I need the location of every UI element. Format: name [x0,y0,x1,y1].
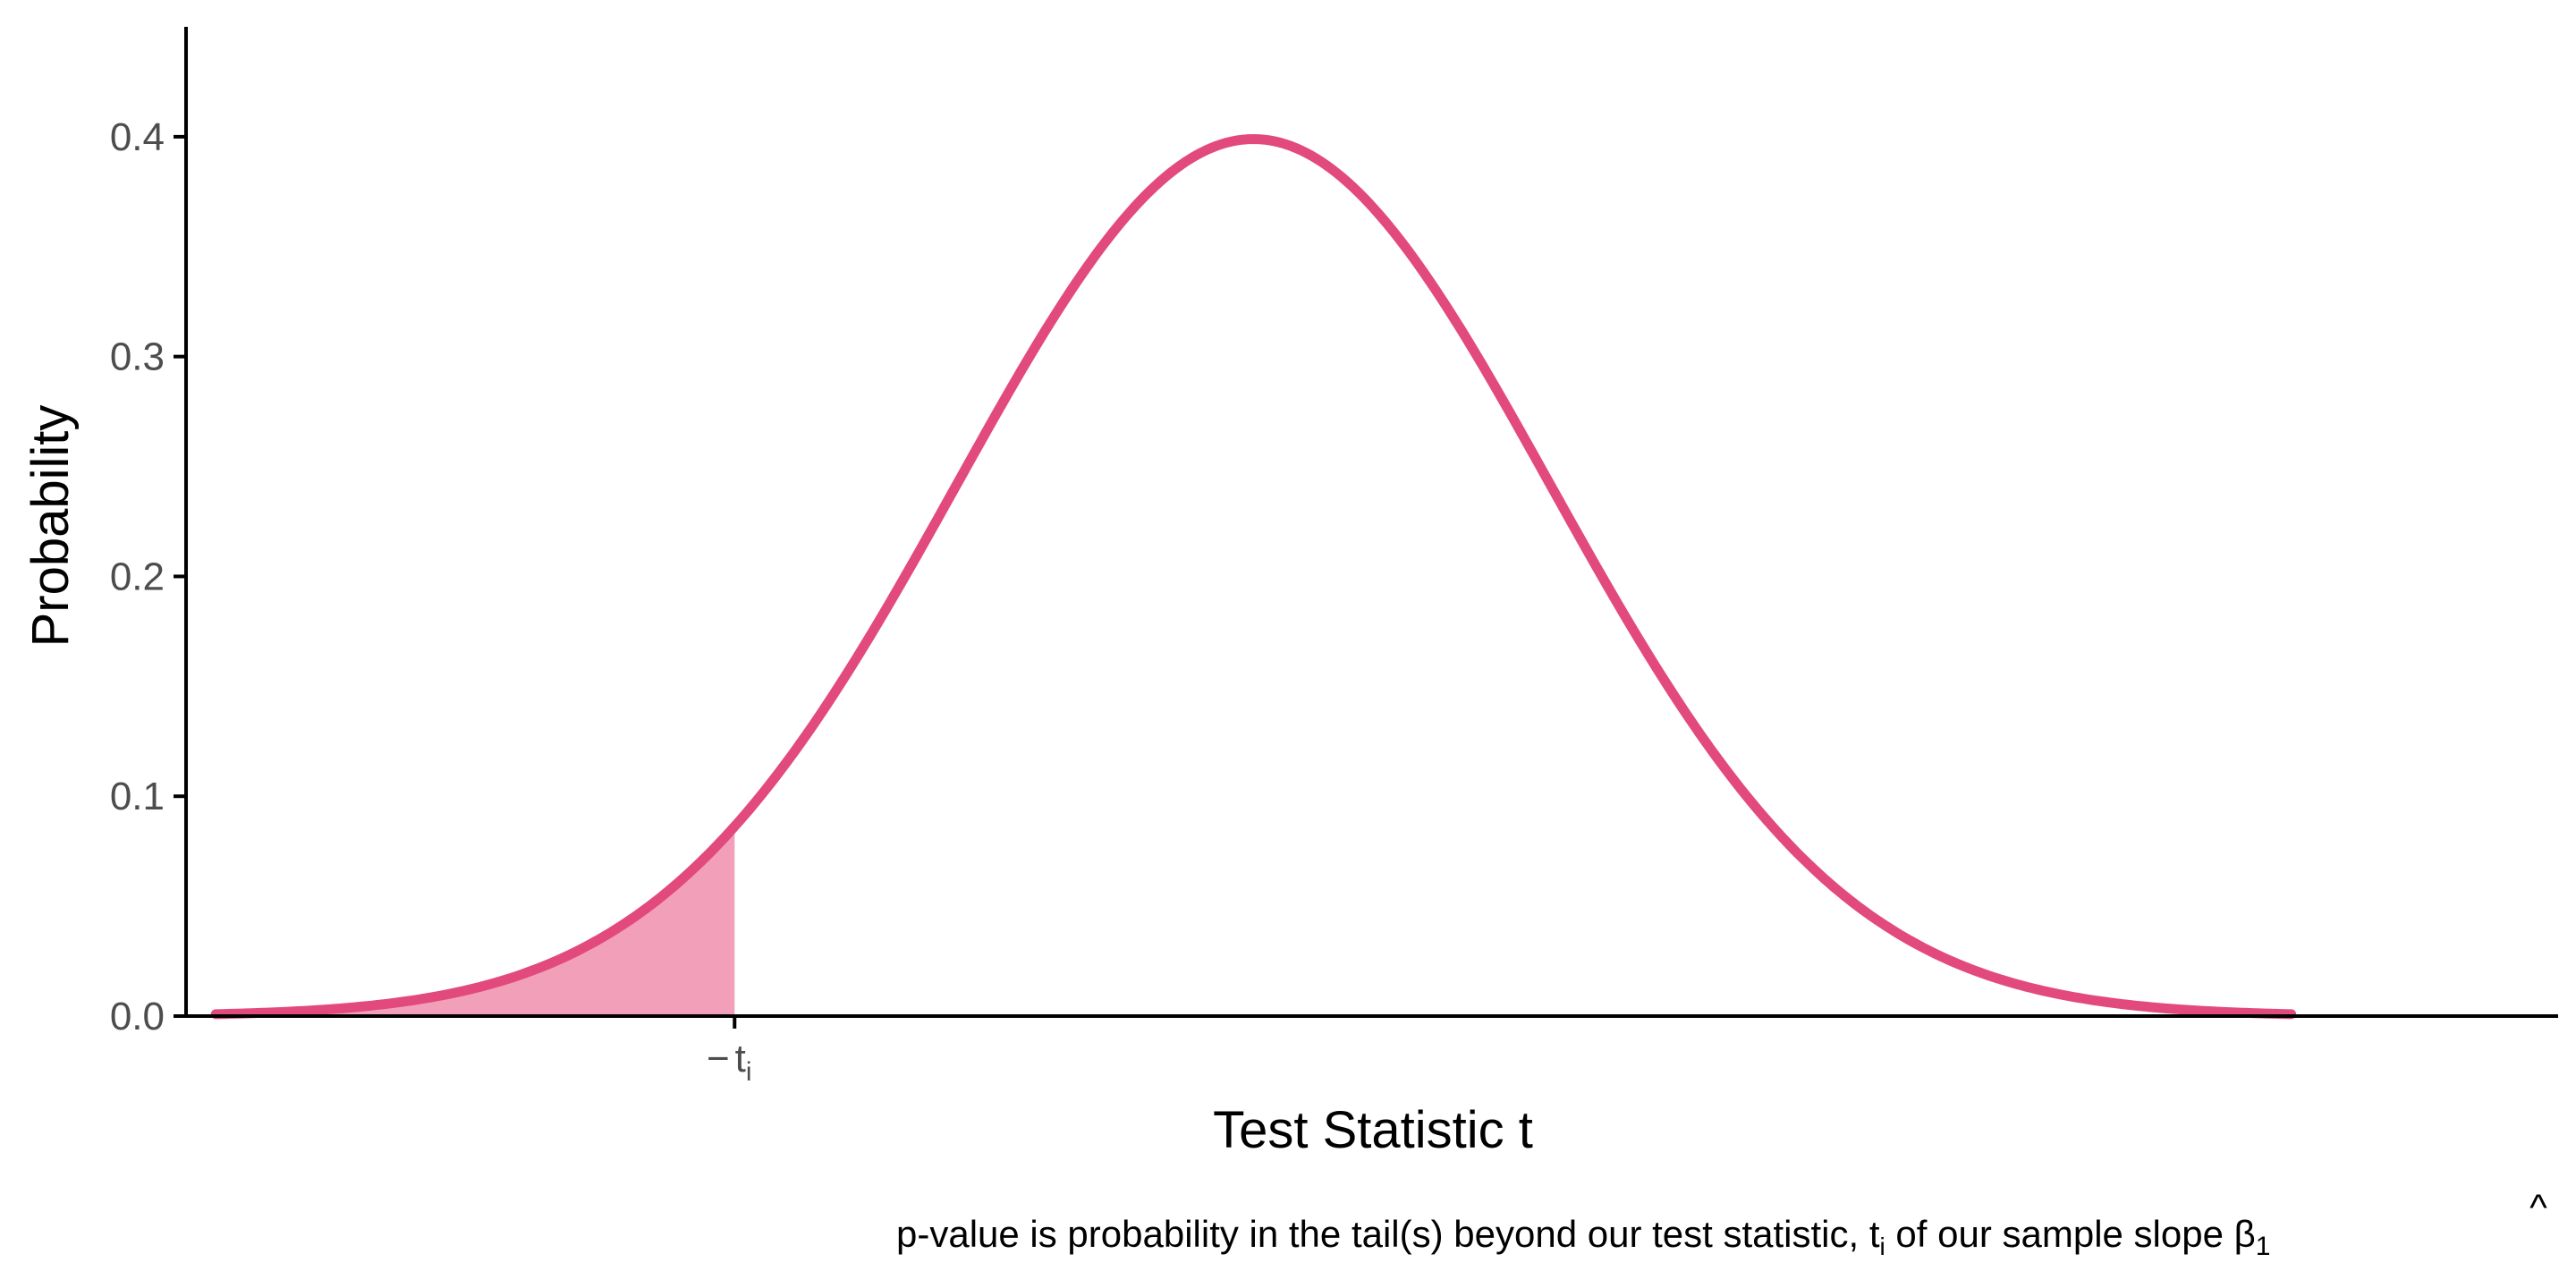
y-tick-label: 0.4 [110,115,165,159]
caption-beta-symbol: β [2234,1213,2256,1255]
caption-text-middle: of our sample slope [1885,1213,2234,1255]
y-tick-label: 0.1 [110,775,165,818]
caption-beta-hat: ^ [2529,1186,2547,1228]
caption-text-start: p-value is probability in the tail(s) be… [896,1213,1880,1255]
chart-caption: p-value is probability in the tail(s) be… [896,1213,2270,1261]
caption-ti-subscript: i [1880,1233,1885,1260]
shaded-tail-area [216,826,735,1016]
y-tick-label: 0.3 [110,335,165,379]
caption-beta-subscript: 1 [2256,1232,2271,1261]
y-axis-title: Probability [21,405,80,648]
plot-area: 0.0 0.1 0.2 0.3 0.4 − ti [110,27,2558,1087]
x-axis-title: Test Statistic t [1213,1101,1533,1159]
y-tick-label: 0.0 [110,995,165,1038]
density-curve [210,134,2297,1020]
x-tick-label: − ti [707,1037,752,1087]
y-tick-label: 0.2 [110,555,165,598]
